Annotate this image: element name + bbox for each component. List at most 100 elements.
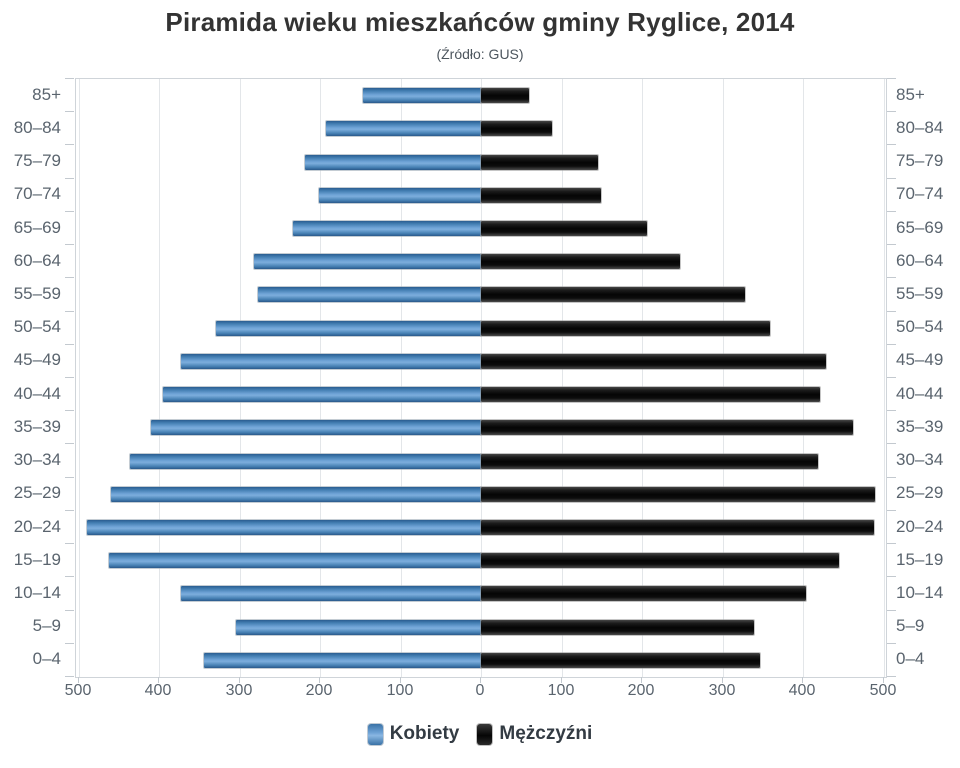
x-axis-tick <box>561 677 562 683</box>
age-label-right: 60–64 <box>896 250 944 270</box>
age-label-right: 70–74 <box>896 184 944 204</box>
right-axis-tick <box>887 344 896 345</box>
gridline <box>562 79 563 677</box>
women-series-swatch-icon <box>367 723 383 745</box>
right-axis-tick <box>887 576 896 577</box>
legend-item-women[interactable]: Kobiety <box>367 723 459 745</box>
x-axis-label: 300 <box>225 682 253 699</box>
bar-women-80–84 <box>326 121 481 137</box>
bar-men-15–19 <box>481 553 840 569</box>
age-label-right: 25–29 <box>896 483 944 503</box>
age-label-right: 10–14 <box>896 582 944 602</box>
bar-women-0–4 <box>204 652 481 668</box>
left-axis-tick <box>65 676 74 677</box>
x-axis-tick <box>78 677 79 683</box>
bar-men-40–44 <box>481 387 820 403</box>
right-axis-tick <box>887 676 896 677</box>
right-axis-tick <box>887 277 896 278</box>
age-label-right: 55–59 <box>896 283 944 303</box>
age-label-left: 30–34 <box>13 450 61 470</box>
legend: Kobiety Mężczyźni <box>0 719 960 749</box>
bar-women-20–24 <box>86 520 481 535</box>
gridline <box>320 79 321 677</box>
left-axis-tick <box>65 576 74 577</box>
x-axis-label: 200 <box>305 682 333 699</box>
legend-item-men[interactable]: Mężczyźni <box>477 723 592 745</box>
x-axis-label: 400 <box>144 682 172 699</box>
bar-men-45–49 <box>481 353 826 369</box>
age-label-left: 10–14 <box>13 582 61 602</box>
right-axis-tick <box>887 543 896 544</box>
x-axis-label: 100 <box>386 682 414 699</box>
age-label-right: 45–49 <box>896 350 944 370</box>
age-label-left: 60–64 <box>13 250 61 270</box>
gridline <box>803 79 804 677</box>
bar-women-35–39 <box>150 420 481 436</box>
gridline <box>401 79 402 677</box>
bar-men-30–34 <box>481 453 819 469</box>
left-axis-tick <box>65 377 74 378</box>
gridline <box>642 79 643 677</box>
age-label-left: 25–29 <box>13 483 61 503</box>
age-label-left: 45–49 <box>13 350 61 370</box>
x-axis-tick <box>883 677 884 683</box>
age-label-right: 85+ <box>896 84 925 104</box>
age-label-right: 35–39 <box>896 416 944 436</box>
left-axis-tick <box>65 477 74 478</box>
bar-men-35–39 <box>481 420 853 436</box>
right-axis-tick <box>887 410 896 411</box>
age-label-left: 55–59 <box>13 283 61 303</box>
men-series-swatch-icon <box>477 723 493 745</box>
bar-women-40–44 <box>163 387 481 403</box>
left-axis-tick <box>65 277 74 278</box>
x-axis-tick <box>802 677 803 683</box>
left-axis-tick <box>65 643 74 644</box>
x-axis-label: 200 <box>627 682 655 699</box>
age-label-left: 35–39 <box>13 416 61 436</box>
left-age-axis: 85+ 80–84 75–79 70–74 65–69 60–64 55–59 50–54 45… <box>0 0 63 768</box>
x-axis-tick <box>641 677 642 683</box>
left-axis-tick <box>65 111 74 112</box>
right-axis-tick <box>887 144 896 145</box>
x-axis-label: 500 <box>64 682 92 699</box>
gridline <box>240 79 241 677</box>
age-label-right: 15–19 <box>896 549 944 569</box>
age-label-left: 5–9 <box>32 616 61 636</box>
x-axis-tick <box>400 677 401 683</box>
age-label-right: 50–54 <box>896 317 944 337</box>
bar-women-25–29 <box>110 486 481 502</box>
left-axis-tick <box>65 178 74 179</box>
right-axis-tick <box>887 510 896 511</box>
right-axis-tick <box>887 477 896 478</box>
bar-men-0–4 <box>481 652 760 668</box>
left-axis-tick <box>65 144 74 145</box>
bar-women-70–74 <box>319 187 481 203</box>
bar-men-5–9 <box>481 619 754 635</box>
left-axis-tick <box>65 510 74 511</box>
left-axis-tick <box>65 410 74 411</box>
x-axis-tick <box>158 677 159 683</box>
gridline <box>481 79 482 677</box>
right-axis-tick <box>887 211 896 212</box>
bar-women-65–69 <box>292 221 481 236</box>
bar-men-65–69 <box>481 221 647 236</box>
x-axis-tick <box>722 677 723 683</box>
age-label-left: 85+ <box>32 84 61 104</box>
age-label-left: 50–54 <box>13 317 61 337</box>
bar-men-85+ <box>481 88 530 104</box>
bar-men-70–74 <box>481 187 601 203</box>
age-label-right: 80–84 <box>896 117 944 137</box>
x-axis-label: 300 <box>708 682 736 699</box>
bar-women-5–9 <box>236 619 481 635</box>
x-axis-label: 100 <box>547 682 575 699</box>
x-axis-label: 400 <box>788 682 816 699</box>
age-label-right: 0–4 <box>896 649 925 669</box>
age-label-left: 0–4 <box>32 649 61 669</box>
chart-subtitle: (Źródło: GUS) <box>436 46 524 62</box>
right-axis-tick <box>887 311 896 312</box>
bar-women-45–49 <box>180 353 481 369</box>
plot-area <box>75 78 887 678</box>
left-axis-tick <box>65 344 74 345</box>
age-label-left: 70–74 <box>13 184 61 204</box>
